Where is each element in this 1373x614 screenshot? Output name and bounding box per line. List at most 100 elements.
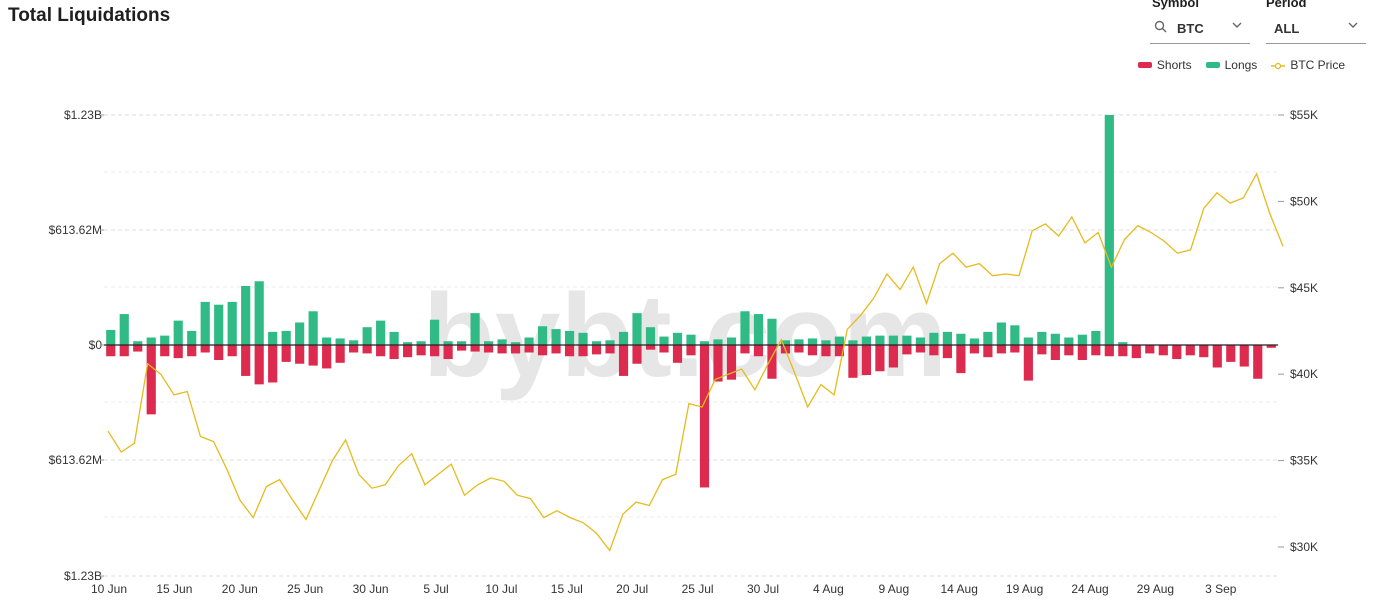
shorts-bar	[335, 345, 345, 363]
shorts-bar	[821, 345, 831, 357]
longs-bar	[645, 327, 656, 345]
shorts-bar	[969, 345, 979, 354]
y-left-tick-label: $1.23B	[64, 108, 102, 122]
longs-bar	[214, 304, 224, 345]
shorts-bar	[564, 345, 575, 357]
shorts-bar	[133, 345, 143, 352]
longs-bar	[443, 341, 453, 345]
shorts-bar	[848, 345, 858, 378]
symbol-value: BTC	[1177, 21, 1204, 36]
shorts-bar	[578, 345, 588, 357]
x-tick-label: 10 Jul	[485, 582, 517, 596]
shorts-bar	[241, 345, 251, 376]
longs-bar	[767, 318, 777, 345]
shorts-bar	[483, 345, 494, 353]
legend-label-longs: Longs	[1224, 58, 1258, 72]
chevron-down-icon	[1230, 18, 1244, 35]
y-right-tick-label: $40K	[1290, 367, 1318, 381]
shorts-bar	[807, 345, 818, 356]
longs-bar	[834, 336, 845, 345]
period-select[interactable]: ALL	[1266, 12, 1366, 44]
legend-label-shorts: Shorts	[1156, 58, 1192, 72]
longs-bar	[362, 327, 372, 345]
y-right-tick-label: $50K	[1290, 194, 1318, 208]
shorts-bar	[295, 345, 305, 364]
legend-item-btc-price[interactable]: BTC Price	[1271, 58, 1345, 72]
longs-bar	[146, 337, 156, 345]
longs-bar	[605, 340, 615, 345]
longs-bar	[470, 313, 480, 345]
shorts-bar	[214, 345, 224, 360]
legend-item-shorts[interactable]: Shorts	[1137, 58, 1192, 72]
shorts-bar	[1145, 345, 1155, 354]
longs-bar	[268, 331, 278, 345]
shorts-bar	[1266, 345, 1276, 348]
y-left-tick-label: $1.23B	[64, 569, 102, 583]
longs-bar	[848, 340, 858, 345]
shorts-bar	[551, 345, 561, 354]
shorts-bar	[510, 345, 521, 354]
shorts-bar	[1104, 345, 1114, 357]
longs-bar	[564, 330, 575, 345]
y-right-tick-label: $30K	[1290, 540, 1318, 554]
longs-bar	[713, 339, 723, 345]
shorts-bar	[1010, 345, 1020, 353]
longs-bar	[457, 341, 467, 345]
shorts-bar	[1212, 345, 1222, 368]
longs-bar	[187, 330, 197, 345]
longs-bar	[915, 337, 925, 345]
shorts-bar	[173, 345, 183, 359]
shorts-bar	[1131, 345, 1141, 359]
chevron-down-icon	[1346, 18, 1360, 35]
longs-bar	[888, 335, 899, 345]
longs-bar	[1050, 333, 1060, 345]
shorts-bar	[146, 345, 156, 415]
longs-bar	[497, 339, 507, 345]
longs-bar	[173, 320, 183, 345]
legend-item-longs[interactable]: Longs	[1205, 58, 1258, 72]
legend-swatch-btc-price	[1271, 60, 1286, 70]
symbol-select[interactable]: BTC	[1150, 12, 1250, 44]
shorts-bar	[200, 345, 210, 353]
x-tick-label: 3 Sep	[1205, 582, 1237, 596]
longs-bar	[349, 340, 359, 345]
shorts-bar	[254, 345, 264, 385]
longs-bar	[1104, 115, 1114, 345]
shorts-bar	[753, 345, 764, 357]
y-left-tick-label: $613.62M	[49, 223, 102, 237]
longs-bar	[133, 341, 143, 345]
longs-bar	[1118, 342, 1128, 345]
longs-bar	[403, 342, 413, 345]
shorts-bar	[349, 345, 359, 353]
shorts-bar	[160, 345, 170, 357]
shorts-bar	[740, 345, 750, 354]
shorts-bar	[119, 345, 129, 357]
x-tick-label: 4 Aug	[813, 582, 844, 596]
shorts-bar	[106, 345, 116, 357]
shorts-bar	[497, 345, 507, 354]
shorts-bar	[1226, 345, 1236, 362]
longs-bar	[389, 331, 399, 345]
shorts-bar	[605, 345, 615, 354]
period-label: Period	[1266, 0, 1307, 10]
longs-bar	[308, 311, 318, 345]
longs-bar	[659, 336, 669, 345]
shorts-bar	[645, 345, 656, 350]
shorts-bar	[322, 345, 332, 369]
shorts-bar	[659, 345, 669, 353]
longs-bar	[753, 314, 764, 345]
longs-bar	[699, 341, 710, 345]
longs-bar	[821, 340, 831, 345]
longs-bar	[430, 319, 440, 345]
shorts-bar	[794, 345, 804, 353]
longs-bar	[632, 313, 642, 345]
longs-bar	[106, 330, 116, 345]
x-tick-label: 30 Jun	[353, 582, 389, 596]
longs-bar	[740, 311, 750, 345]
period-value: ALL	[1274, 21, 1300, 36]
longs-bar	[591, 341, 602, 345]
watermark-text: bybt.com	[423, 270, 948, 402]
shorts-bar	[1158, 345, 1168, 356]
symbol-label: Symbol	[1152, 0, 1199, 10]
